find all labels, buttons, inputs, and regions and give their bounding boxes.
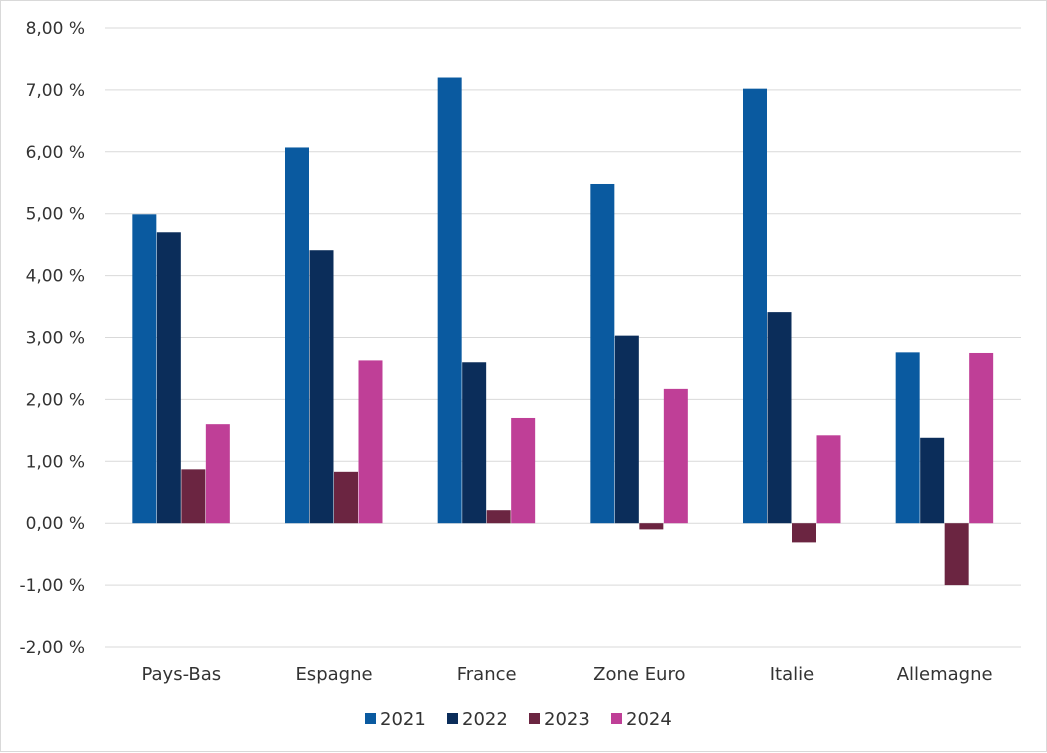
y-tick-label: 3,00 % [26,329,85,349]
legend-swatch-2021 [365,713,376,724]
y-tick-label: 5,00 % [26,205,85,225]
legend-label-2023: 2023 [544,709,590,730]
category-label: Zone Euro [593,664,685,685]
legend-label-2021: 2021 [380,709,426,730]
bar-2024-allemagne [969,352,994,524]
y-tick-label: 1,00 % [26,452,85,472]
category-label: Italie [770,664,814,685]
bar-2022-france [462,362,487,524]
bar-2021-pays-bas [132,214,157,524]
y-tick-label: 0,00 % [26,514,85,534]
bar-2021-allemagne [895,352,920,524]
category-label: Allemagne [897,664,993,685]
legend-label-2024: 2024 [626,709,672,730]
bar-2022-espagne [309,250,334,524]
bar-2023-pays-bas [181,469,206,524]
bar-2023-espagne [334,471,358,524]
y-tick-label: 2,00 % [26,390,85,410]
bar-2021-espagne [285,147,309,524]
y-tick-label: 6,00 % [26,143,85,163]
bar-2024-france [511,417,536,524]
bar-2021-italie [743,88,767,524]
bar-2024-zone-euro [663,388,688,524]
legend-swatch-2023 [529,713,540,724]
legend-swatch-2022 [447,713,458,724]
y-tick-label: 7,00 % [26,81,85,101]
bar-2023-italie [792,523,816,543]
bar-2023-france [486,510,511,524]
y-tick-label: -2,00 % [19,638,85,658]
bar-2023-zone-euro [639,523,664,530]
bar-2023-allemagne [944,523,969,586]
bar-2021-zone-euro [590,183,615,524]
category-label: Espagne [295,664,372,685]
y-tick-label: 4,00 % [26,267,85,287]
bar-2021-france [437,77,462,524]
bar-2024-italie [816,435,841,524]
bar-2024-espagne [358,360,383,524]
bar-2022-italie [767,312,792,524]
category-label: France [457,664,517,685]
legend-swatch-2024 [611,713,622,724]
bar-2024-pays-bas [205,424,230,524]
bar-2022-allemagne [920,437,945,524]
bar-2022-pays-bas [156,232,181,524]
bar-2022-zone-euro [614,335,639,524]
legend-label-2022: 2022 [462,709,508,730]
y-tick-label: -1,00 % [19,576,85,596]
y-tick-label: 8,00 % [26,19,85,39]
category-label: Pays-Bas [141,664,221,685]
